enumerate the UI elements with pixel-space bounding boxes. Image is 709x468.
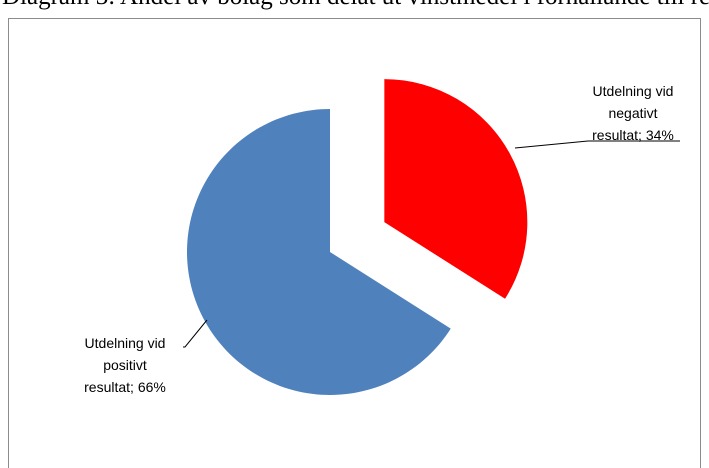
leader-line-1 [514, 140, 680, 149]
pie-slice-1 [384, 79, 528, 299]
slice-label-line: resultat; 34% [592, 127, 674, 143]
slice-label-1: Utdelning vid negativt resultat; 34% [592, 83, 674, 143]
pie-chart: Utdelning vid negativt resultat; 34%Utdeln… [84, 79, 680, 396]
slice-label-line: positivt [103, 357, 147, 373]
slice-label-line: negativt [608, 105, 657, 121]
pie-slice-2 [186, 109, 451, 396]
chart-caption: Diagram 3: Andel av bolag som delat ut v… [0, 0, 709, 12]
slice-label-2: Utdelning vid positivt resultat; 66% [84, 335, 166, 395]
slice-label-line: resultat; 66% [84, 379, 166, 395]
chart-area [8, 18, 701, 468]
leader-line-2 [183, 319, 208, 348]
slice-label-line: Utdelning vid [85, 335, 166, 351]
slice-label-line: Utdelning vid [593, 83, 674, 99]
